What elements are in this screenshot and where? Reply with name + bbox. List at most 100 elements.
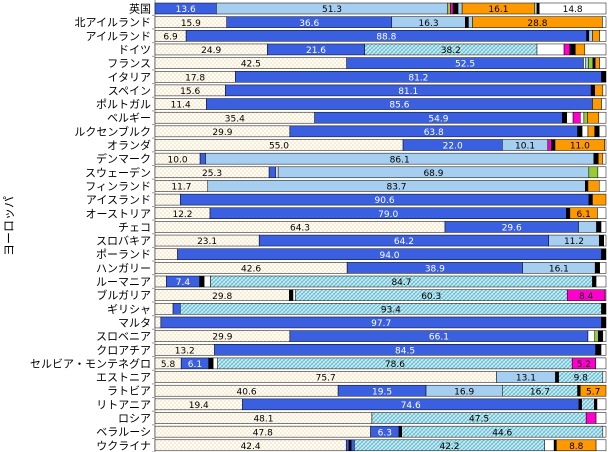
bar-segment-orange (580, 384, 607, 397)
row-label: フィンランド (85, 180, 151, 193)
bar-segment-orange (575, 43, 586, 56)
row-label: マルタ (118, 316, 151, 329)
bar-segment-white (603, 234, 607, 247)
bar-segment-orange (592, 30, 600, 42)
data-label: 64.3 (290, 224, 310, 234)
bar-segment-white (602, 84, 607, 97)
bar-segment-white (581, 125, 589, 138)
bar-segment-white (599, 262, 607, 274)
data-label: 19.5 (372, 387, 392, 397)
data-label: 47.5 (469, 415, 489, 425)
data-label: 47.8 (253, 428, 273, 438)
data-label: 83.7 (386, 183, 406, 193)
bar-segment-magenta (563, 43, 571, 56)
bar-segment-blue (350, 439, 355, 452)
bar-segment-orange (592, 98, 602, 110)
bar-segment-black (577, 125, 583, 138)
bar-segment-white (275, 166, 279, 179)
data-label: 38.2 (441, 46, 461, 56)
row-label: 英国 (129, 2, 151, 16)
bar-segment-black (289, 289, 294, 301)
bar-segment-white (599, 30, 607, 42)
data-label: 19.4 (189, 401, 209, 411)
bar-row: 13.6 51.3 16.1 14.8 (154, 2, 607, 15)
data-label: 68.9 (423, 169, 443, 179)
data-label: 88.8 (376, 32, 396, 42)
row-label: 北アイルランド (75, 16, 151, 29)
bar-row: 42.4 42.2 8.8 (154, 439, 607, 452)
data-label: 6.1 (577, 210, 591, 220)
bar-segment-black (578, 398, 582, 411)
bar-segment-magenta (585, 412, 597, 424)
bar-segment-white (595, 439, 607, 452)
data-label: 64.2 (394, 237, 414, 247)
data-label: 22.0 (443, 142, 463, 152)
bar-segment-orange (598, 152, 604, 165)
bar-segment-black (585, 180, 589, 192)
bar-row: 48.1 47.5 (154, 412, 607, 425)
bar-segment-blue (199, 152, 206, 165)
bar-segment-black (601, 71, 607, 83)
data-label: 10.0 (168, 155, 188, 165)
data-label: 74.6 (401, 401, 421, 411)
bar-segment-black (595, 344, 602, 356)
data-label: 35.4 (225, 114, 245, 124)
bar-segment-dots (154, 303, 174, 315)
bar-segment-black (199, 275, 205, 288)
bar-segment-white (212, 357, 218, 370)
bar-segment-white (566, 111, 574, 124)
row-label: スロベニア (96, 330, 151, 343)
bar-segment-black (594, 262, 600, 274)
row-label: ギリシャ (107, 303, 151, 316)
bar-segment-lightblue (534, 2, 538, 15)
bar-segment-white (544, 439, 555, 452)
row-label: クロアチア (96, 344, 151, 357)
data-label: 13.2 (175, 346, 195, 356)
data-label: 78.6 (385, 360, 405, 370)
bar-segment-orange (587, 111, 600, 124)
data-label: 16.9 (454, 387, 474, 397)
data-label: 81.2 (408, 73, 428, 83)
data-label: 42.4 (241, 442, 261, 452)
bar-segment-lightblue (578, 221, 597, 233)
data-label: 75.7 (316, 374, 336, 384)
data-label: 5.7 (586, 387, 600, 397)
bar-segment-white (604, 139, 607, 151)
data-label: 6.9 (163, 32, 178, 42)
bar-segment-black (592, 275, 597, 288)
bar-segment-black (594, 398, 598, 411)
data-label: 13.6 (176, 5, 196, 15)
bar-segment-white (602, 330, 607, 342)
bar-segment-magenta (450, 2, 454, 15)
bar-segment-white (598, 180, 607, 192)
bar-segment-black (569, 43, 576, 56)
data-label: 5.2 (577, 360, 591, 370)
bar-segment-white (595, 275, 607, 288)
row-label: ルーマニア (96, 276, 151, 289)
data-label: 94.0 (379, 251, 399, 261)
bar-segment-orange (592, 193, 607, 206)
bar-segment-black (588, 193, 593, 206)
bar-segment-black (536, 2, 540, 15)
data-label: 14.8 (563, 5, 583, 15)
bar-segment-white (203, 275, 211, 288)
bar-segment-lightblue (457, 2, 463, 15)
bar-row: 94.0 (154, 248, 607, 261)
data-label: 63.8 (424, 128, 444, 138)
bar-segment-black (593, 152, 599, 165)
bar-segment-lightblue (585, 57, 589, 69)
data-label: 48.1 (253, 415, 273, 425)
bar-row: 42.5 52.5 (154, 57, 607, 70)
data-label: 16.1 (549, 264, 569, 274)
bar-row: 10.0 86.1 (154, 152, 607, 165)
bar-row: 23.1 64.2 11.2 (154, 234, 607, 247)
bar-row: 29.9 63.8 (154, 125, 607, 138)
data-label: 16.7 (530, 387, 550, 397)
data-label: 8.4 (579, 292, 594, 302)
bar-segment-dots (154, 275, 167, 288)
bar-segment-white (584, 43, 607, 56)
bar-row: 40.6 19.5 16.9 16.7 5.7 (154, 384, 607, 397)
bar-row: 11.4 85.6 (154, 98, 607, 111)
bar-segment-black (598, 330, 604, 342)
row-label: ベルギー (107, 112, 151, 125)
